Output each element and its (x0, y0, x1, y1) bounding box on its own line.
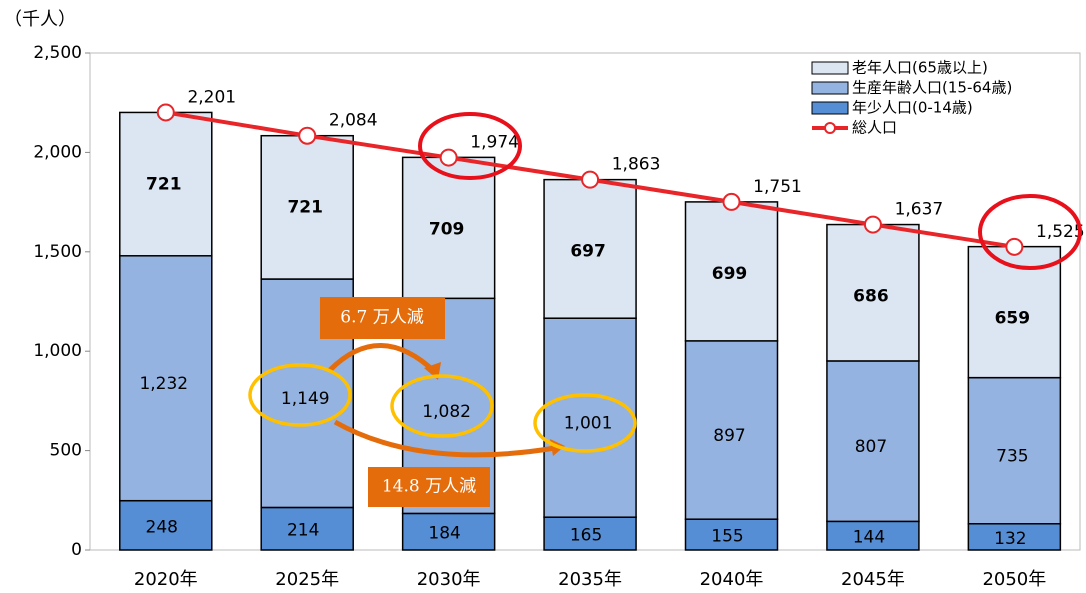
x-tick-label: 2020年 (134, 569, 198, 590)
x-tick-label: 2040年 (700, 569, 764, 590)
data-label: 214 (287, 521, 319, 541)
data-label: 248 (146, 517, 178, 537)
bar-segment (826, 223, 920, 362)
data-label: 155 (711, 527, 743, 547)
x-tick-label: 2045年 (841, 569, 905, 590)
legend-swatch (824, 122, 836, 134)
highlight-circle (533, 393, 637, 453)
data-label: 184 (428, 524, 460, 544)
annotation-box (320, 297, 445, 339)
annotation-box (368, 467, 490, 507)
data-label: 721 (287, 198, 323, 218)
line-marker (1005, 237, 1024, 256)
data-label: 697 (570, 242, 606, 262)
bar-segment (684, 518, 779, 551)
line-marker (863, 215, 882, 234)
legend-label: 生産年齢人口(15-64歳) (852, 79, 1012, 97)
annotation: 14.8 万人減 (382, 477, 476, 497)
data-label: 2,201 (187, 87, 236, 107)
bar-segment (401, 156, 496, 300)
data-label: 807 (855, 437, 887, 457)
data-label: 686 (853, 287, 889, 307)
data-label: 897 (713, 426, 745, 446)
line-marker (722, 192, 741, 211)
highlight-circle (248, 363, 352, 427)
data-label: 132 (994, 529, 1026, 549)
bar-segment (967, 523, 1062, 551)
highlights (248, 112, 1082, 507)
x-tick-label: 2030年 (417, 569, 481, 590)
bar-segment (543, 317, 637, 518)
data-label: 1,525 (1036, 222, 1085, 242)
bar-segment (684, 201, 779, 342)
data-label: 165 (570, 526, 602, 546)
x-tick-label: 2035年 (558, 569, 622, 590)
bar-segment (684, 340, 779, 520)
data-label: 1,863 (612, 155, 661, 175)
legend-swatch (811, 81, 849, 95)
bar-segment (543, 178, 637, 319)
arrow (328, 343, 437, 374)
legend-label: 老年人口(65歳以上) (852, 59, 988, 77)
arrow (333, 419, 556, 458)
data-label: 721 (146, 174, 182, 194)
y-tick-label: 500 (50, 441, 82, 461)
data-label: 1,082 (422, 402, 471, 422)
legend-label: 年少人口(0-14歳) (852, 99, 973, 117)
data-label: 699 (712, 264, 748, 284)
highlight-circle (418, 112, 522, 180)
data-label: 1,149 (281, 389, 330, 409)
legend-swatch (811, 61, 849, 75)
y-tick-label: 1,500 (33, 242, 82, 262)
y-tick-label: 1,000 (33, 341, 82, 361)
line-marker (439, 148, 458, 167)
line-marker (298, 126, 317, 145)
data-label: 1,232 (139, 374, 188, 394)
data-label: 1,637 (895, 200, 944, 220)
line-marker (581, 170, 600, 189)
data-label: 1,974 (470, 133, 519, 153)
x-tick-label: 2050年 (982, 569, 1046, 590)
bar-segment (260, 134, 354, 280)
data-label: 1,001 (564, 414, 613, 434)
unit-label: （千人） (4, 9, 76, 30)
highlight-circle (978, 194, 1082, 270)
data-label: 735 (996, 447, 1028, 467)
y-tick-label: 2,500 (33, 43, 82, 63)
data-label: 709 (429, 219, 465, 239)
bar-segment (119, 255, 213, 502)
bar-segment (401, 512, 496, 551)
data-label: 659 (995, 309, 1031, 329)
legend-label: 総人口 (852, 119, 897, 137)
annotation: 6.7 万人減 (340, 308, 423, 328)
bar-segment (543, 516, 637, 551)
data-label: 144 (853, 528, 885, 548)
legend-swatch (811, 101, 849, 115)
line-marker (156, 103, 175, 122)
x-tick-label: 2025年 (275, 569, 339, 590)
data-label: 2,084 (329, 111, 378, 131)
highlight-circle (390, 374, 494, 438)
data-label: 1,751 (753, 177, 802, 197)
y-tick-label: 0 (71, 540, 82, 560)
y-tick-label: 2,000 (33, 142, 82, 162)
